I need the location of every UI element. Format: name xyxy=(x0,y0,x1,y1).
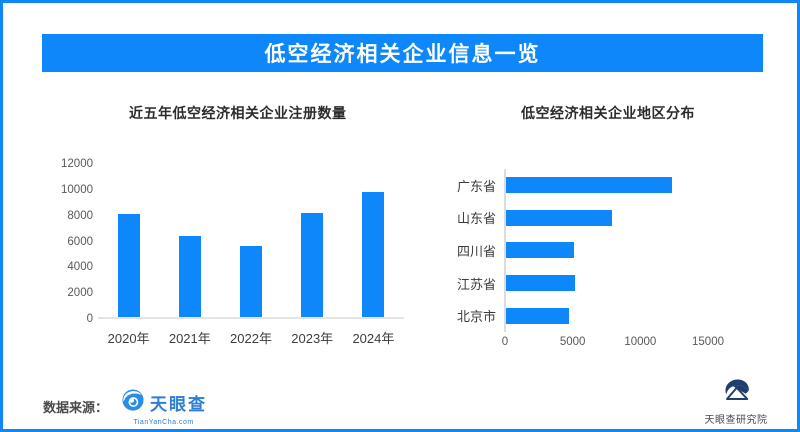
bar-slot xyxy=(282,164,343,317)
region-row: 北京市 xyxy=(450,299,750,332)
region-x-ticks: 0 5000 10000 15000 xyxy=(501,336,725,350)
bar-slot xyxy=(220,164,281,317)
bar-slot xyxy=(98,164,159,317)
region-row: 广东省 xyxy=(450,169,750,202)
x-category-label: 2021年 xyxy=(168,331,211,346)
bar-slot xyxy=(343,164,404,317)
y-tick-label: 12000 xyxy=(61,158,93,170)
bar-track xyxy=(504,169,750,202)
region-label: 山东省 xyxy=(456,211,496,227)
region-label: 北京市 xyxy=(456,309,496,325)
bar-track xyxy=(504,266,750,300)
region-chart-title: 低空经济相关企业地区分布 xyxy=(521,105,695,121)
bar-slot xyxy=(159,164,220,317)
bar-2024年 xyxy=(362,191,385,317)
x-category-label: 2020年 xyxy=(107,331,150,346)
bar-track xyxy=(504,234,750,267)
bar-江苏省 xyxy=(506,275,575,292)
tianyancha-eye-icon xyxy=(120,387,146,418)
bar-山东省 xyxy=(506,209,612,226)
x-category-label: 2022年 xyxy=(230,331,272,346)
x-tick-label: 15000 xyxy=(692,336,724,348)
institute-logo-icon xyxy=(721,377,751,408)
data-source-label: 数据来源： xyxy=(43,400,109,415)
bar-track xyxy=(504,201,750,235)
bar-广东省 xyxy=(506,177,673,194)
y-tick-label: 6000 xyxy=(67,235,93,248)
region-label: 广东省 xyxy=(456,178,496,194)
tianyancha-logo-subtext: TianYanCha.com xyxy=(133,419,194,426)
x-tick-label: 10000 xyxy=(624,336,657,348)
registration-x-labels: 2020年 2021年 2022年 2023年 2024年 xyxy=(98,328,404,347)
bar-2020年 xyxy=(117,214,140,317)
x-category-label: 2024年 xyxy=(352,331,395,346)
region-row: 山东省 xyxy=(450,201,750,235)
y-tick-label: 8000 xyxy=(67,209,93,222)
region-label: 四川省 xyxy=(456,243,496,259)
registration-plot xyxy=(98,164,404,319)
region-row: 江苏省 xyxy=(450,266,750,300)
bar-2023年 xyxy=(301,213,324,317)
y-tick-label: 2000 xyxy=(67,287,93,300)
registration-y-axis: 0 2000 4000 6000 8000 10000 12000 xyxy=(48,158,93,325)
data-source: 数据来源： 天眼查 TianYanCha.com xyxy=(43,387,207,426)
bar-2022年 xyxy=(240,245,262,317)
bar-2021年 xyxy=(178,236,201,317)
x-category-label: 2023年 xyxy=(291,331,334,346)
region-row: 四川省 xyxy=(450,234,750,267)
page-title-banner: 低空经济相关企业信息一览 xyxy=(42,34,763,72)
institute-badge: 天眼查研究院 xyxy=(705,377,767,426)
bar-track xyxy=(504,299,750,332)
region-rows: 广东省山东省四川省江苏省北京市 xyxy=(450,169,750,332)
x-tick-label: 0 xyxy=(501,336,509,348)
region-label: 江苏省 xyxy=(456,276,496,292)
tianyancha-logo: 天眼查 TianYanCha.com xyxy=(120,387,207,426)
tianyancha-logo-text: 天眼查 xyxy=(150,395,208,414)
page-title: 低空经济相关企业信息一览 xyxy=(264,43,541,66)
y-tick-label: 0 xyxy=(86,313,93,325)
y-tick-label: 4000 xyxy=(67,261,93,274)
y-tick-label: 10000 xyxy=(61,183,93,196)
bar-四川省 xyxy=(506,242,575,259)
x-tick-label: 5000 xyxy=(559,336,586,348)
bar-北京市 xyxy=(506,307,570,324)
institute-name: 天眼查研究院 xyxy=(704,415,768,426)
registration-chart-title: 近五年低空经济相关企业注册数量 xyxy=(129,105,347,121)
